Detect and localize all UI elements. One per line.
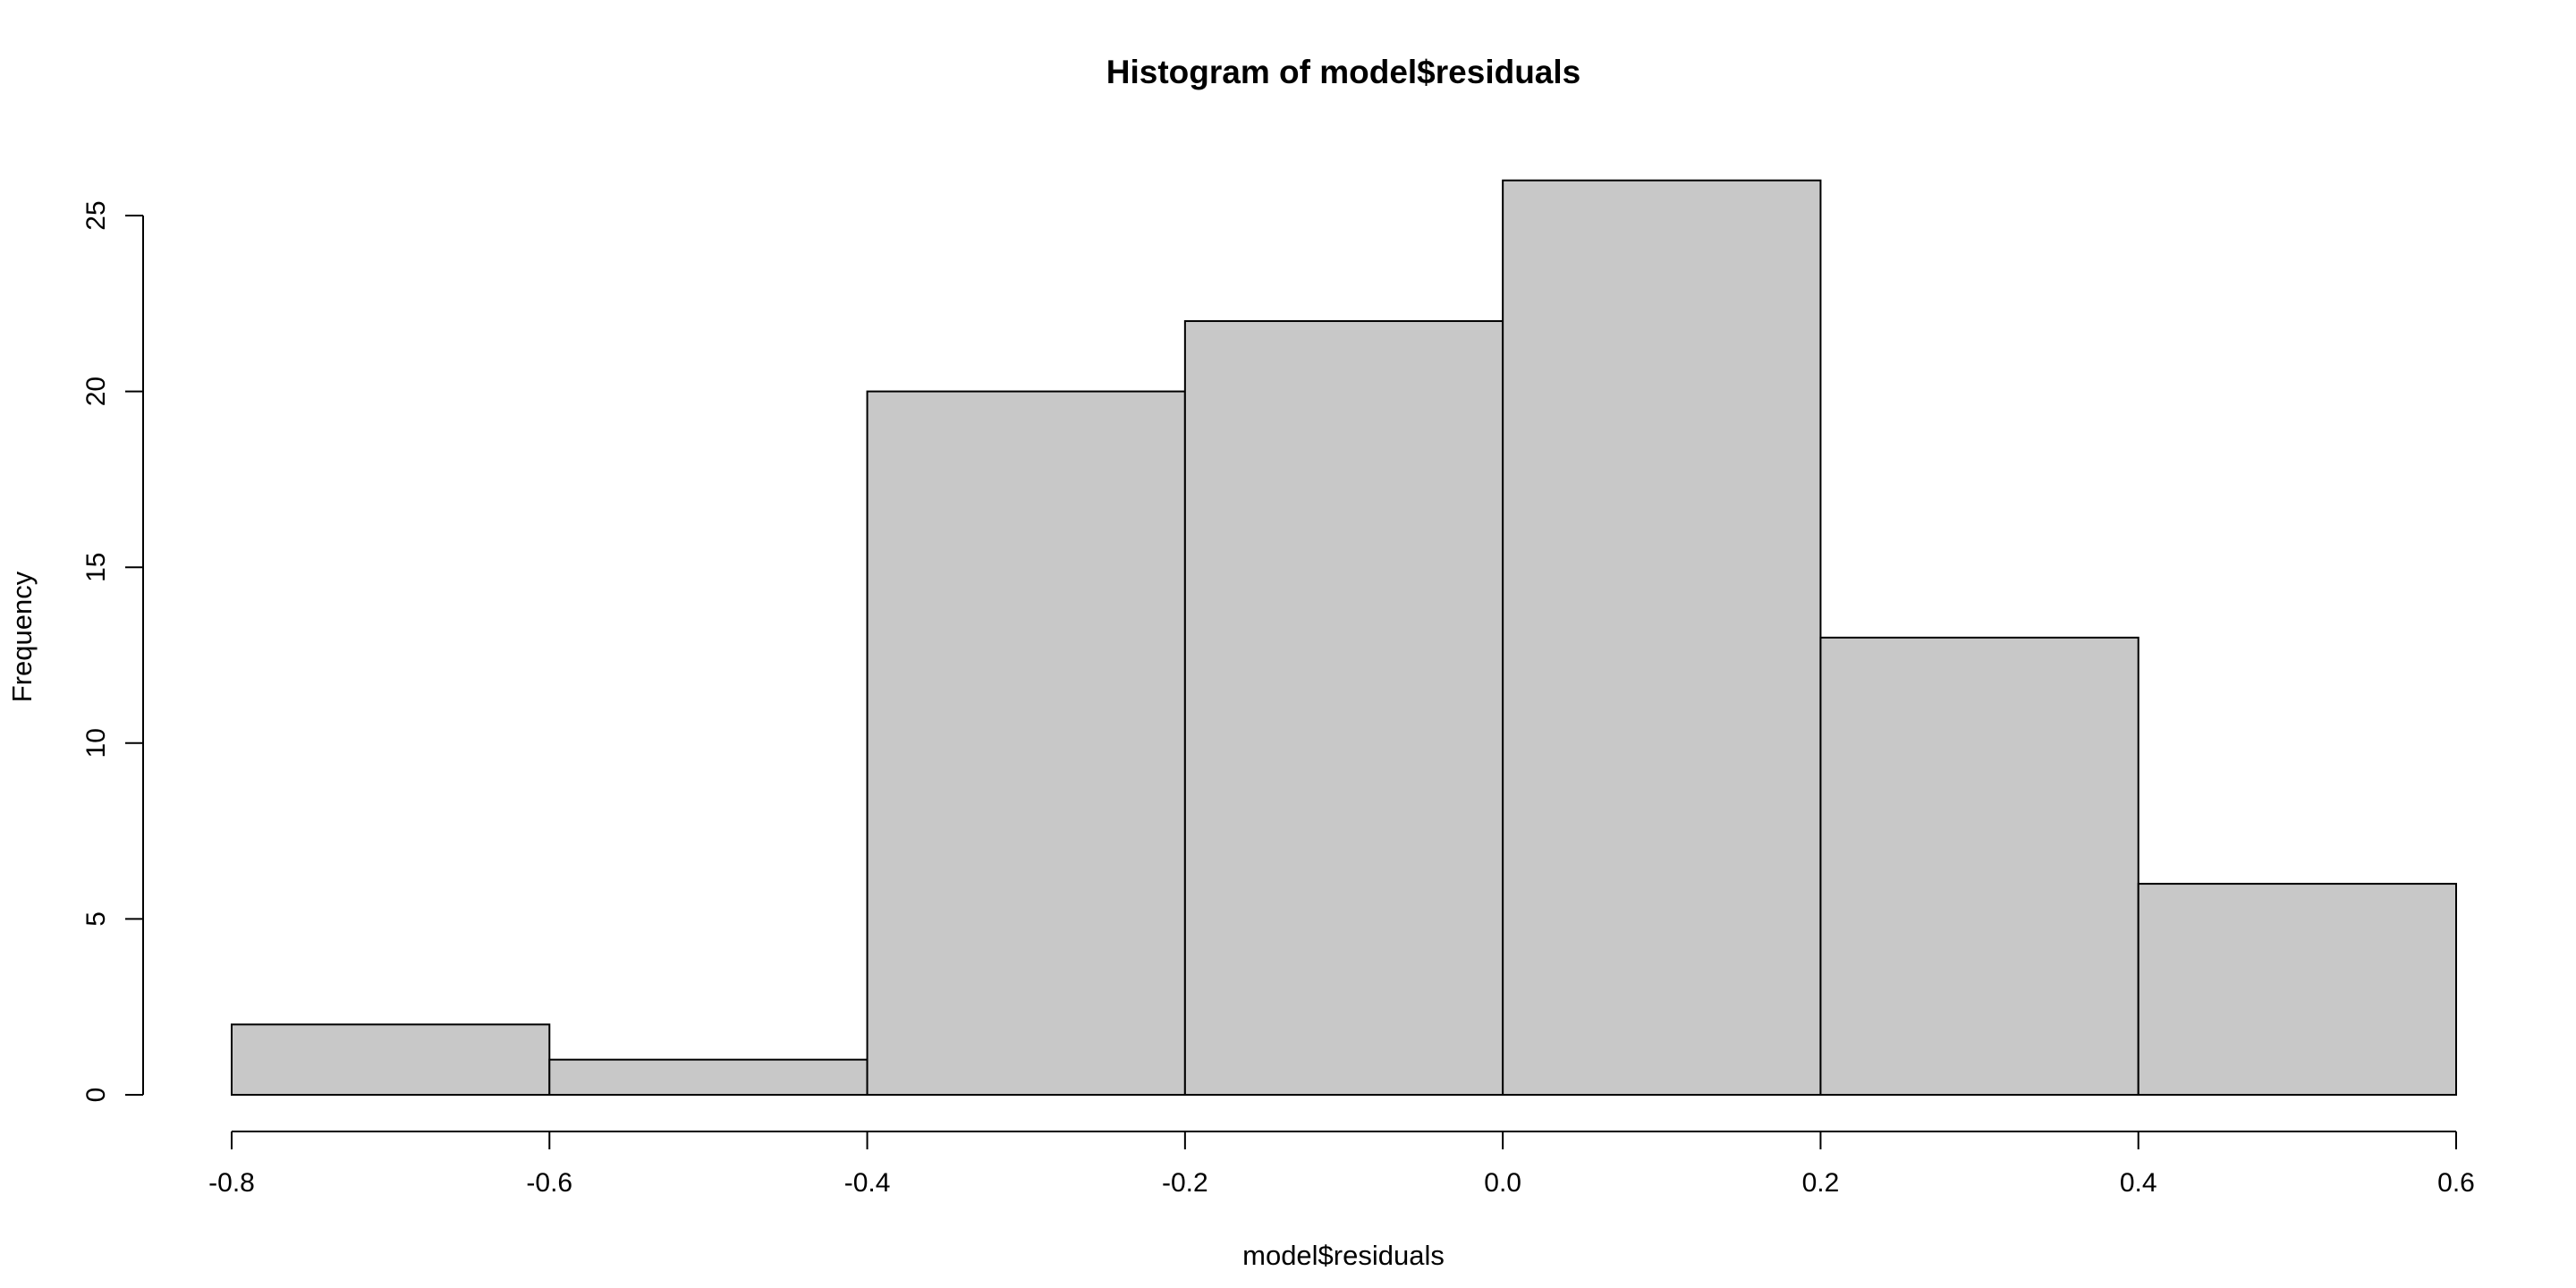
x-tick-label: 0.0 [1484,1168,1521,1198]
x-tick-label: 0.4 [2120,1168,2157,1198]
y-axis-title: Frequency [6,571,38,702]
y-tick-label: 15 [81,553,111,582]
x-tick-label: 0.6 [2437,1168,2475,1198]
x-tick-label: -0.2 [1162,1168,1208,1198]
y-axis: 0 5 10 15 20 25 [81,200,144,1103]
histogram-bar-2 [548,1058,869,1097]
y-tick-label: 0 [81,1088,111,1103]
y-tick-label: 20 [81,377,111,406]
x-tick-label: -0.6 [526,1168,572,1198]
x-axis-title: model$residuals [1242,1240,1445,1271]
x-tick-label: -0.8 [208,1168,255,1198]
y-tick-label: 10 [81,728,111,758]
y-tick-label: 5 [81,911,111,927]
bars-layer [231,179,2458,1097]
y-tick-label: 25 [81,200,111,230]
chart-title: Histogram of model$residuals [1106,54,1580,90]
histogram-bar-6 [1819,636,2140,1097]
x-tick-label: -0.4 [844,1168,891,1198]
histogram-bar-1 [231,1023,551,1096]
histogram-bar-3 [866,390,1186,1097]
histogram-bar-4 [1183,319,1504,1096]
x-tick-label: 0.2 [1802,1168,1840,1198]
histogram-bar-5 [1502,179,1822,1096]
histogram-bar-7 [2137,883,2458,1097]
x-axis: -0.8 -0.6 -0.4 -0.2 0.0 0.2 0.4 0.6 [208,1131,2475,1198]
